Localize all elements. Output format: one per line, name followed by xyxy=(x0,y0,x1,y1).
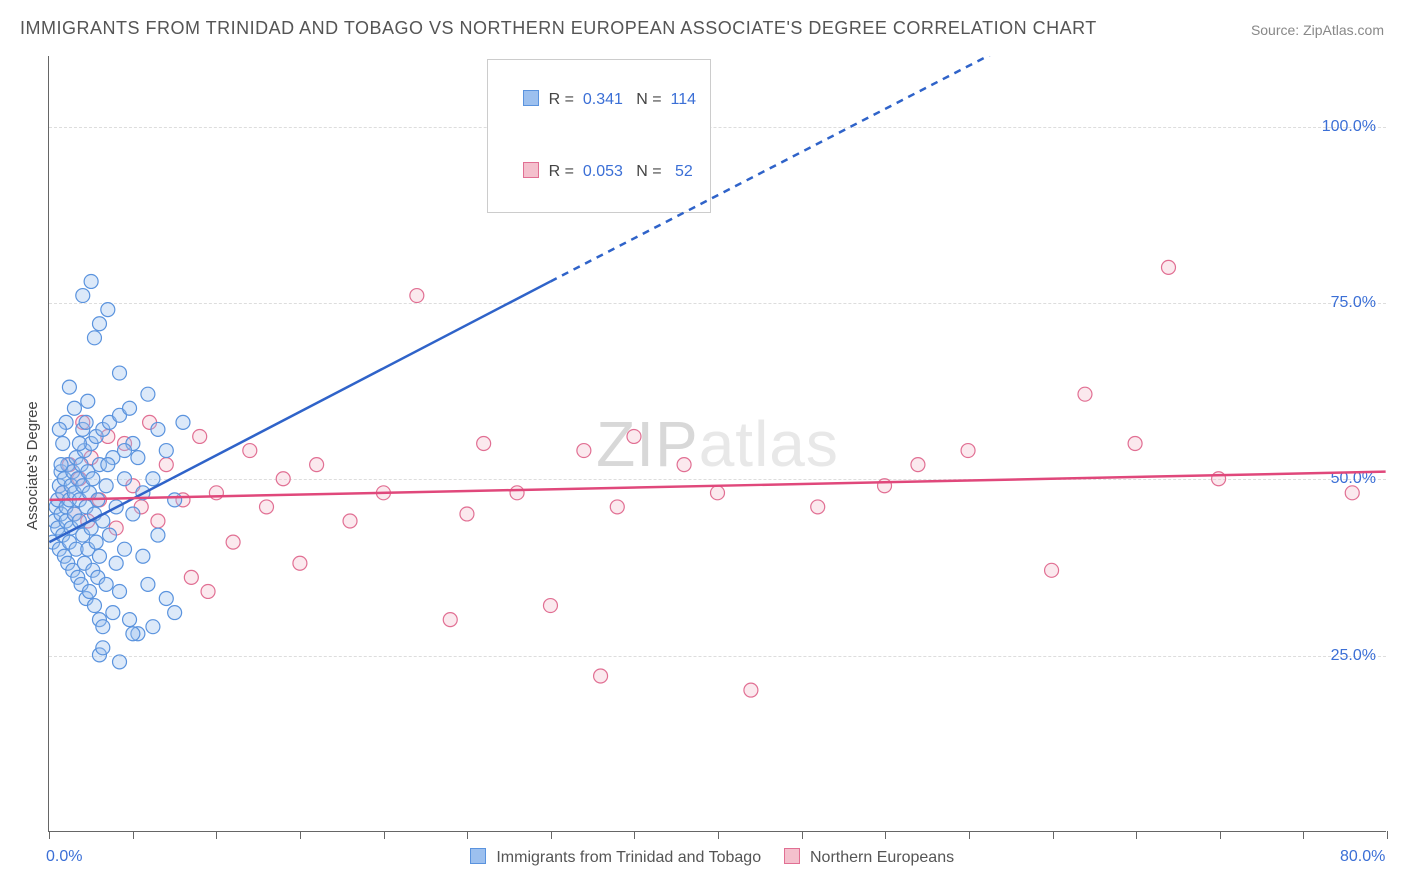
plot-area: ZIPatlas 25.0%50.0%75.0%100.0% R = 0.341… xyxy=(48,56,1386,832)
source-attribution: Source: ZipAtlas.com xyxy=(1251,22,1384,38)
x-axis-legend: Immigrants from Trinidad and Tobago Nort… xyxy=(0,848,1406,867)
series-swatch-1 xyxy=(470,848,486,864)
y-axis-label: Associate's Degree xyxy=(24,401,41,530)
series-swatch-2 xyxy=(784,848,800,864)
series-label-2: Northern Europeans xyxy=(810,849,954,866)
chart-title: IMMIGRANTS FROM TRINIDAD AND TOBAGO VS N… xyxy=(20,18,1097,39)
series-label-1: Immigrants from Trinidad and Tobago xyxy=(496,849,761,866)
scatter-svg xyxy=(49,56,1386,831)
